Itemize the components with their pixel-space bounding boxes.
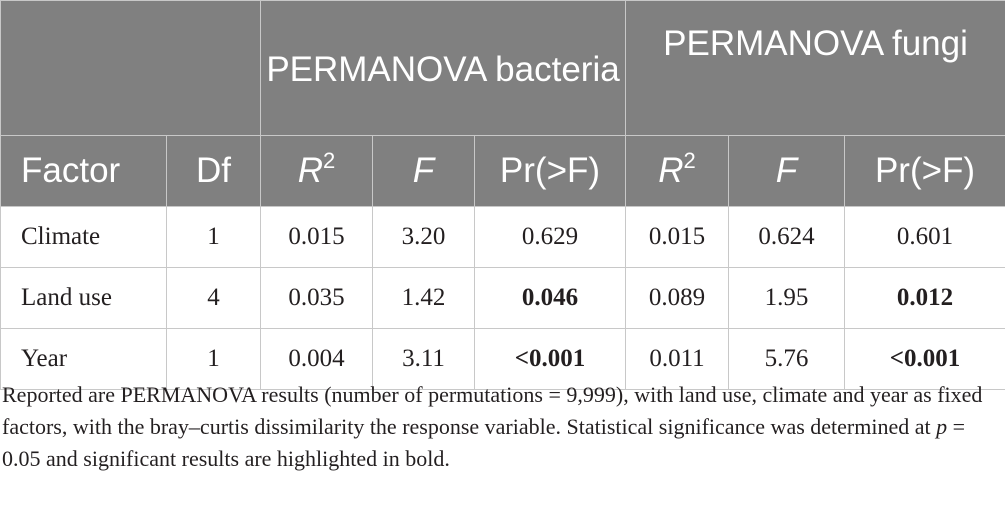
r-symbol: R [297,151,324,190]
cell-fungi-r2: 0.015 [625,206,729,268]
results-table: PERMANOVA bacteria PERMANOVA fungi Facto… [0,0,1005,390]
cell-bacteria-pr: 0.629 [474,206,626,268]
cell-fungi-r2: 0.011 [625,328,729,390]
cell-bacteria-f: 1.42 [372,267,475,329]
cell-df: 1 [166,328,261,390]
col-fungi-f: F [728,135,845,207]
cell-bacteria-r2: 0.015 [260,206,373,268]
caption-p-symbol: p [936,414,948,439]
r-superscript: 2 [683,148,696,173]
f-symbol: F [775,151,798,190]
r-superscript: 2 [323,148,336,173]
cell-fungi-pr: 0.601 [843,206,1005,268]
cell-fungi-pr-significant: 0.012 [843,267,1005,329]
cell-factor: Climate [0,206,167,268]
cell-bacteria-r2: 0.035 [260,267,373,329]
cell-factor: Land use [0,267,167,329]
cell-bacteria-pr-significant: <0.001 [474,328,626,390]
col-fungi-pr: Pr(>F) [843,135,1005,207]
col-factor: Factor [0,135,167,207]
cell-fungi-f: 1.95 [728,267,845,329]
cell-df: 1 [166,206,261,268]
header-group-fungi: PERMANOVA fungi [624,0,1005,136]
cell-fungi-f: 5.76 [728,328,845,390]
cell-bacteria-pr-significant: 0.046 [474,267,626,329]
header-group-row: PERMANOVA bacteria PERMANOVA fungi [0,0,1005,136]
table-row-climate: Climate 1 0.015 3.20 0.629 0.015 0.624 0… [0,206,1005,268]
cell-bacteria-f: 3.11 [372,328,475,390]
cell-factor: Year [0,328,167,390]
cell-df: 4 [166,267,261,329]
cell-bacteria-f: 3.20 [372,206,475,268]
table-caption: Reported are PERMANOVA results (number o… [2,379,1002,475]
cell-fungi-pr-significant: <0.001 [843,328,1005,390]
col-bacteria-f: F [372,135,475,207]
caption-text: Reported are PERMANOVA results (number o… [2,382,983,439]
header-group-bacteria: PERMANOVA bacteria [260,0,626,136]
col-fungi-r2: R2 [625,135,729,207]
table-row-land-use: Land use 4 0.035 1.42 0.046 0.089 1.95 0… [0,267,1005,329]
cell-fungi-r2: 0.089 [625,267,729,329]
caption-text-end: = 0.05 and significant results are highl… [2,414,966,471]
col-bacteria-pr: Pr(>F) [474,135,626,207]
table-row-year: Year 1 0.004 3.11 <0.001 0.011 5.76 <0.0… [0,328,1005,390]
header-empty-cell [0,0,261,136]
col-df: Df [166,135,261,207]
r-symbol: R [658,151,684,190]
col-bacteria-r2: R2 [260,135,373,207]
f-symbol: F [412,151,435,190]
header-column-row: Factor Df R2 F Pr(>F) R2 F Pr(>F) [0,135,1005,207]
cell-fungi-f: 0.624 [728,206,845,268]
